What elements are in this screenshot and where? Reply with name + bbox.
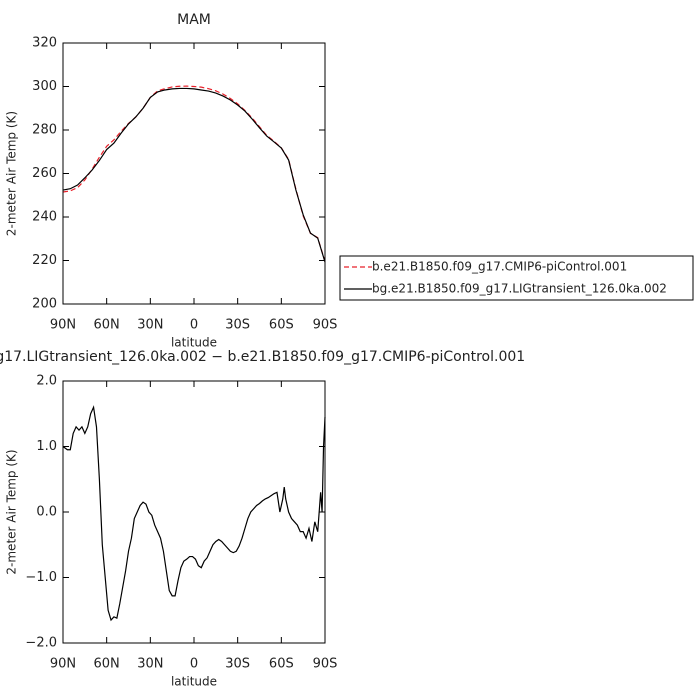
y-tick-label: 260 <box>32 166 57 181</box>
y-tick-label: 240 <box>32 210 57 225</box>
x-axis-label: latitude <box>171 336 217 350</box>
x-tick-label: 90S <box>313 318 338 333</box>
y-tick-label: 220 <box>32 253 57 268</box>
x-axis-label: latitude <box>171 675 217 689</box>
x-tick-label: 60N <box>94 657 120 672</box>
legend-box <box>339 255 694 301</box>
y-tick-label: 200 <box>32 297 57 312</box>
data-line <box>62 85 326 262</box>
y-tick-label: −2.0 <box>25 636 57 651</box>
x-tick-label: 90N <box>50 657 76 672</box>
y-tick-label: 320 <box>32 36 57 51</box>
y-axis-label: 2-meter Air Temp (K) <box>5 449 19 574</box>
y-tick-label: −1.0 <box>25 570 57 585</box>
data-line <box>62 405 326 622</box>
plot-frame <box>62 42 326 305</box>
chart-title: MAM <box>177 12 211 28</box>
y-tick-label: 1.0 <box>36 439 57 454</box>
plot-frame <box>62 380 326 644</box>
y-axis-label: 2-meter Air Temp (K) <box>5 111 19 236</box>
x-tick-label: 30N <box>137 318 163 333</box>
x-tick-label: 60S <box>269 657 294 672</box>
x-tick-label: 30S <box>225 657 250 672</box>
y-tick-label: 280 <box>32 123 57 138</box>
x-tick-label: 30S <box>225 318 250 333</box>
x-tick-label: 90S <box>313 657 338 672</box>
data-line <box>62 87 326 263</box>
x-tick-label: 0 <box>190 318 198 333</box>
y-tick-label: 0.0 <box>36 505 57 520</box>
x-tick-label: 0 <box>190 657 198 672</box>
legend-label: b.e21.B1850.f09_g17.CMIP6-piControl.001 <box>372 260 627 274</box>
y-tick-label: 300 <box>32 79 57 94</box>
x-tick-label: 30N <box>137 657 163 672</box>
chart-title: bg.e21.B1850.f09_g17.LIGtransient_126.0k… <box>0 349 525 365</box>
x-tick-label: 90N <box>50 318 76 333</box>
x-tick-label: 60N <box>94 318 120 333</box>
legend-label: bg.e21.B1850.f09_g17.LIGtransient_126.0k… <box>372 282 667 296</box>
x-tick-label: 60S <box>269 318 294 333</box>
y-tick-label: 2.0 <box>36 374 57 389</box>
